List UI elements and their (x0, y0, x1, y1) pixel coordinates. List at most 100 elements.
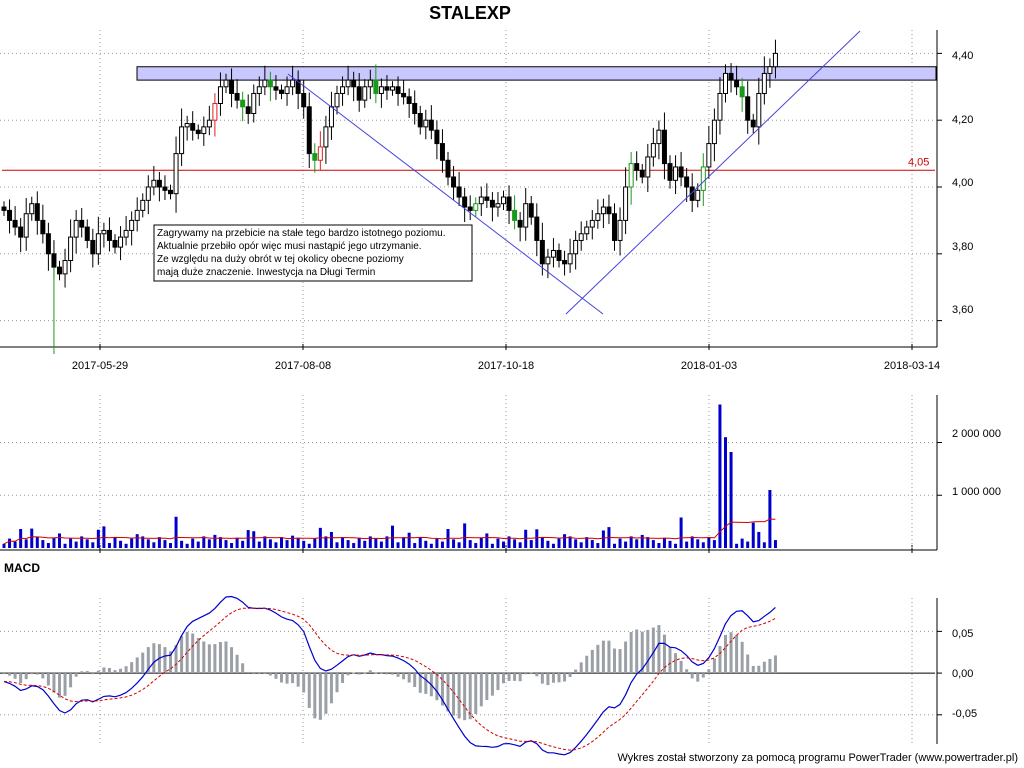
volume-bar (2, 543, 6, 548)
volume-bar (296, 537, 300, 548)
candle-body (562, 259, 568, 265)
candle-body (772, 52, 778, 68)
volume-bar (624, 541, 628, 548)
candle-body (184, 123, 190, 128)
candle-body (451, 176, 457, 188)
volume-bar (285, 540, 289, 548)
macd-histogram-bar (474, 673, 478, 715)
candle-body (723, 72, 728, 94)
volume-bar (329, 531, 333, 548)
volume-bar (69, 538, 73, 548)
macd-histogram-bar (446, 673, 450, 712)
candle-body (101, 229, 107, 235)
macd-histogram-bar (540, 673, 544, 684)
candle-body (695, 189, 701, 201)
macd-histogram-bar (607, 640, 611, 674)
macd-histogram-bar (635, 629, 639, 674)
volume-bar (368, 536, 372, 548)
macd-histogram-bar (646, 629, 650, 674)
volume-bar (751, 522, 755, 548)
macd-histogram-bar (529, 672, 533, 674)
macd-histogram-bar (502, 673, 505, 684)
candle-body (256, 86, 262, 94)
trendline-up (565, 30, 861, 315)
volume-bar (146, 539, 150, 548)
macd-histogram-bar (196, 637, 200, 674)
macd-histogram-bar (8, 673, 12, 676)
volume-bar (307, 543, 311, 548)
macd-histogram-bar (291, 673, 295, 684)
candle-body (606, 206, 612, 215)
candle-body (661, 129, 667, 165)
price-y-tick: 4,00 (952, 177, 973, 189)
annotation-line: Ze względu na duży obrót w tej okolicy o… (157, 254, 404, 265)
macd-histogram-bar (346, 673, 350, 676)
candle-body (656, 129, 662, 145)
volume-bar (590, 540, 594, 548)
volume-bar (152, 542, 156, 548)
macd-histogram-bar (335, 673, 339, 693)
macd-histogram-bar (35, 673, 39, 675)
candle-body (79, 219, 85, 228)
price-y-tick: 4,20 (952, 114, 973, 126)
volume-bar (563, 534, 567, 548)
volume-bar (130, 538, 134, 548)
volume-bar (507, 536, 511, 548)
volume-bar (391, 525, 394, 548)
candle-body (234, 92, 240, 101)
volume-bar (274, 542, 278, 548)
macd-histogram-bar (746, 654, 750, 674)
candle-body (212, 102, 218, 121)
candle-body (673, 166, 679, 181)
candle-body (290, 79, 296, 88)
macd-histogram-bar (24, 673, 28, 680)
macd-histogram-bar (601, 640, 605, 674)
candle-body (284, 86, 290, 94)
candle-body (373, 79, 379, 94)
macd-histogram-bar (751, 665, 755, 674)
volume-bars (2, 404, 777, 548)
volume-bar (124, 543, 128, 548)
volume-bar (157, 537, 161, 548)
candle-body (623, 186, 629, 221)
candle-body (501, 196, 506, 205)
candle-body (467, 206, 473, 211)
candle-body (245, 106, 251, 115)
volume-bar (596, 543, 600, 548)
volume-bar (196, 541, 200, 548)
macd-histogram-bar (440, 673, 444, 706)
candle-body (112, 239, 118, 248)
macd-histogram-bar (74, 673, 78, 677)
volume-bar (207, 539, 211, 548)
macd-histogram-bar (407, 673, 411, 683)
candle-body (506, 196, 512, 211)
volume-bar (407, 532, 411, 548)
macd-histogram-bar (263, 673, 267, 675)
support-level-label: 4,05 (908, 156, 929, 168)
volume-bar (302, 540, 306, 548)
macd-histogram-bar (119, 668, 123, 674)
candle-body (168, 189, 173, 195)
candle-body (345, 79, 351, 88)
macd-histogram-bar (413, 673, 417, 687)
candle-body (323, 126, 329, 148)
candle-body (428, 119, 434, 131)
candle-body (129, 219, 135, 231)
volume-moving-average (3, 518, 776, 545)
volume-bar (679, 517, 683, 548)
candle-body (584, 226, 590, 235)
macd-histogram-bar (551, 673, 555, 683)
macd-histogram-bar (640, 631, 644, 674)
candle-body (617, 219, 623, 241)
macd-histogram-bar (318, 673, 322, 720)
candle-body (700, 166, 706, 191)
volume-bar (551, 543, 555, 548)
candle-body (534, 216, 540, 241)
macd-histogram-bar (391, 673, 394, 675)
macd-histogram-bar (418, 673, 422, 693)
macd-histogram-bar (629, 632, 633, 674)
candle-body (51, 253, 57, 268)
macd-histogram-bar (674, 653, 678, 674)
candle-body (678, 166, 684, 178)
volume-bar (585, 537, 589, 548)
